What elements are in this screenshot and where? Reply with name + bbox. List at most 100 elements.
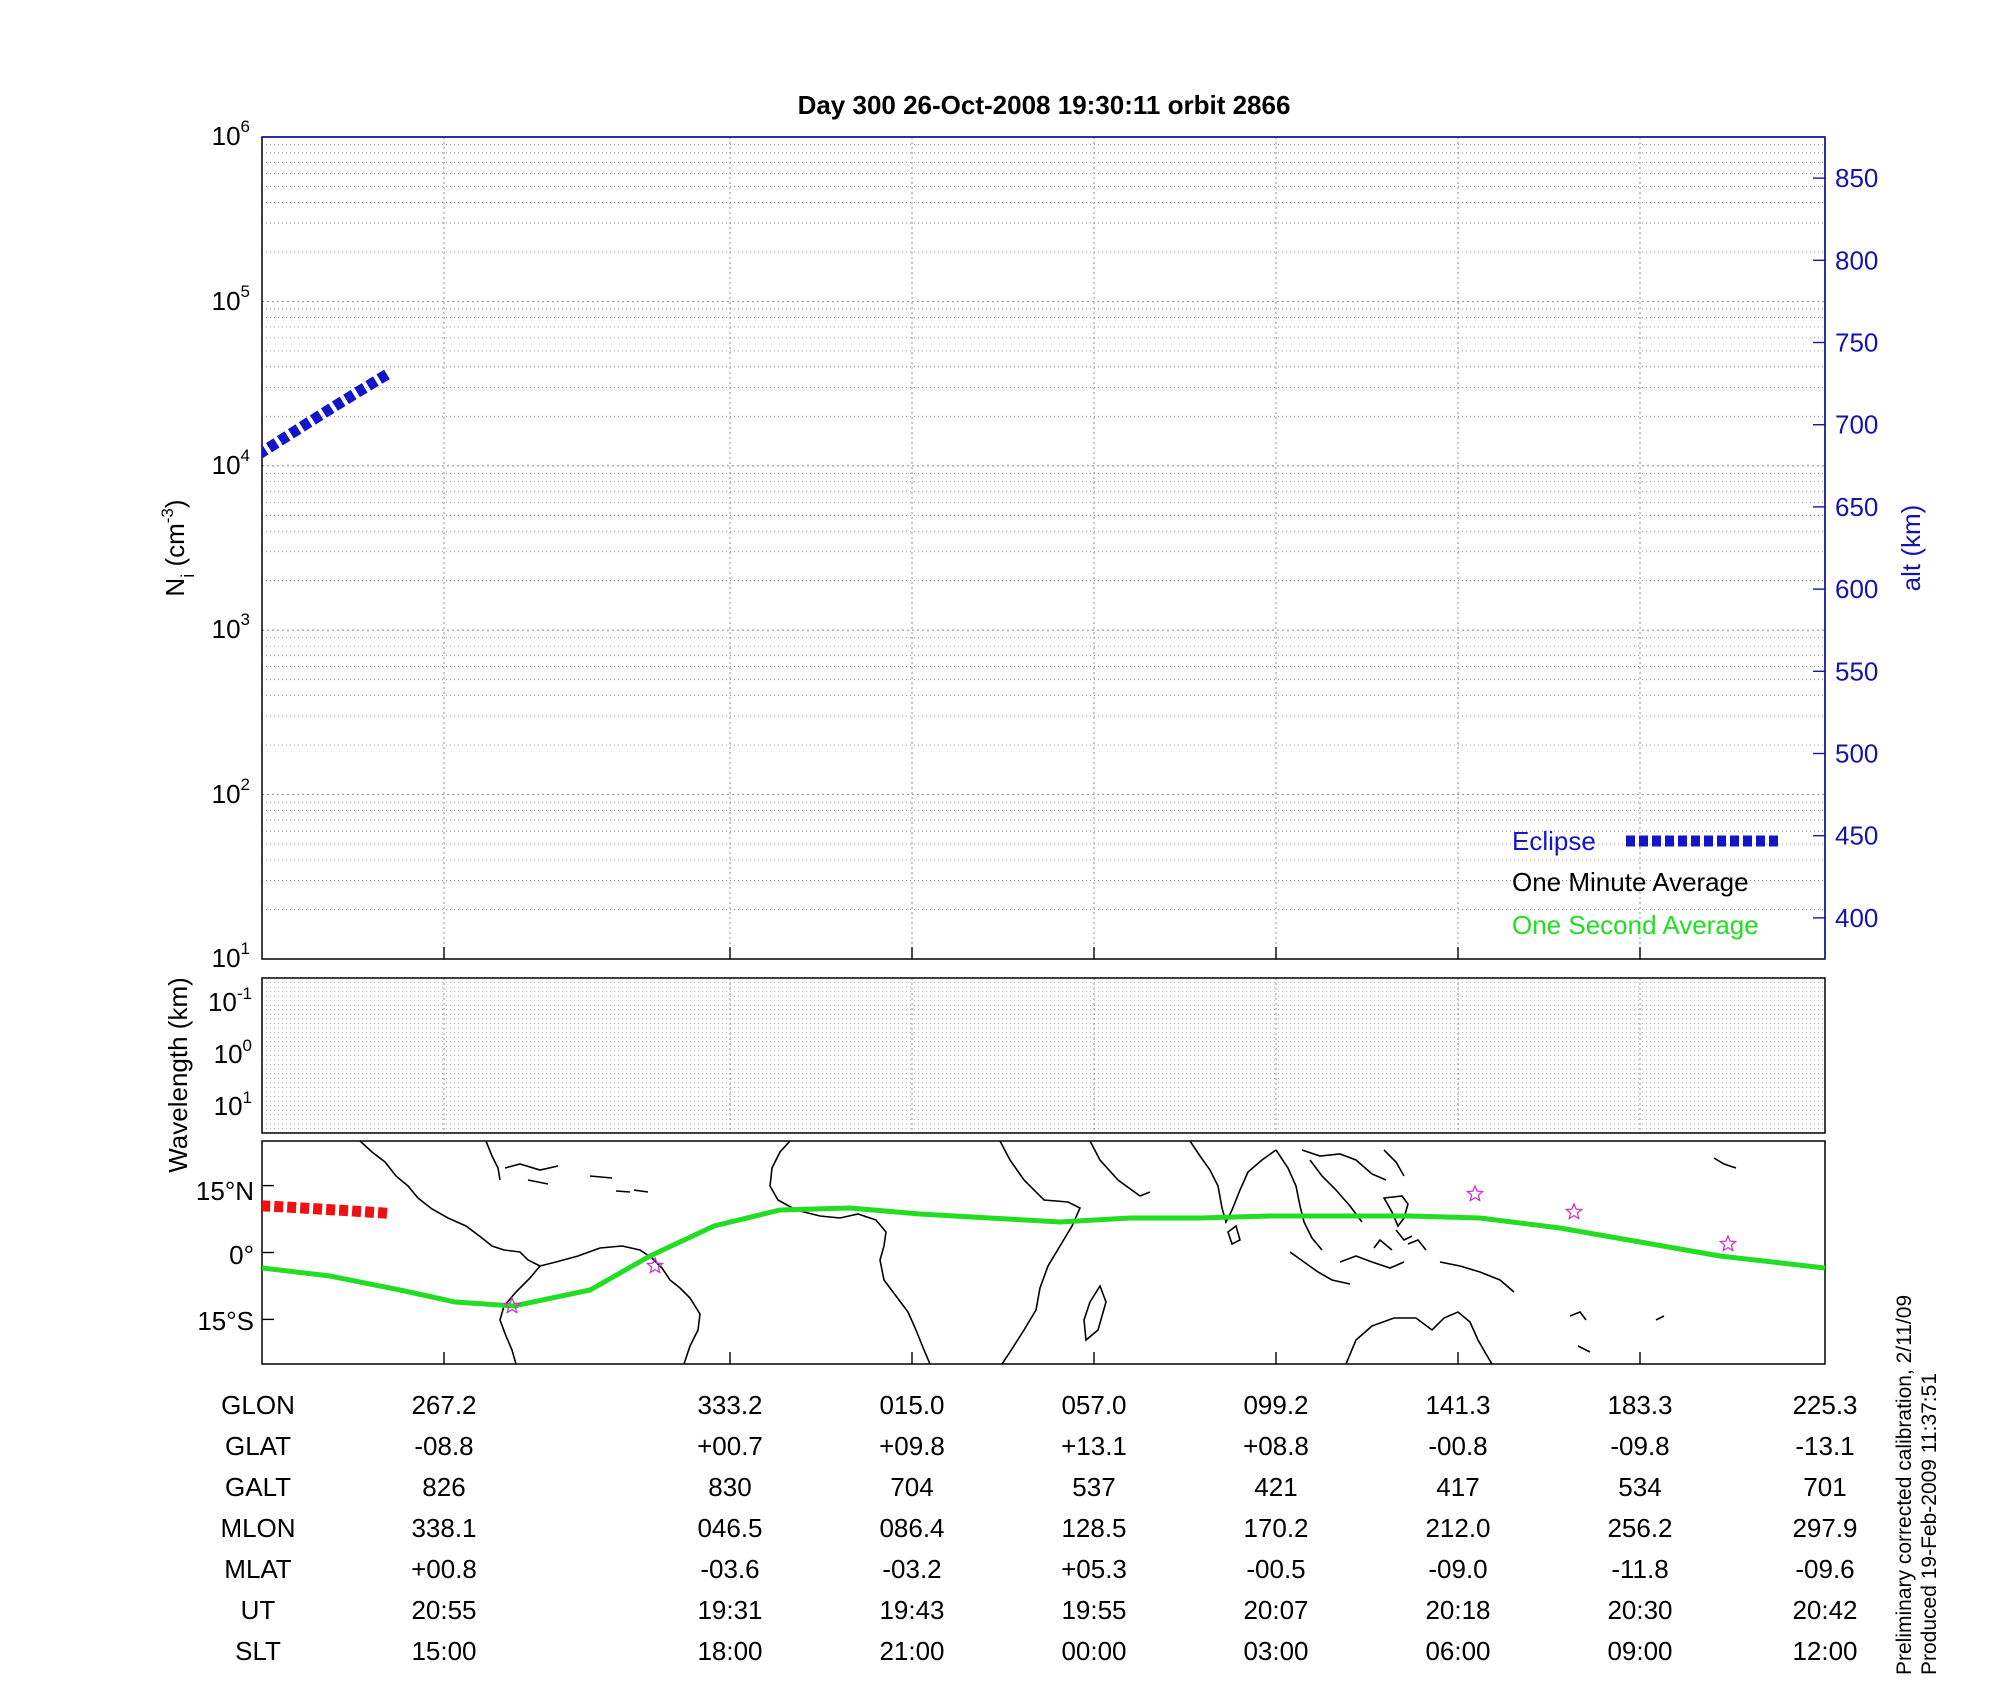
table-cell: +08.8 (1243, 1431, 1309, 1461)
table-cell: 21:00 (879, 1636, 944, 1666)
left-tick-1e1: 101 (212, 939, 250, 973)
table-cell: 256.2 (1607, 1513, 1672, 1543)
altitude-tick-label: 550 (1835, 656, 1878, 686)
table-cell: -00.8 (1428, 1431, 1487, 1461)
map-star-marker (1564, 1202, 1584, 1220)
table-row-label: MLON (220, 1513, 295, 1543)
wavelength-tick-1e1: 101 (214, 1088, 252, 1121)
altitude-axis-label: alt (km) (1896, 505, 1926, 592)
map-panel: 15°N 0° 15°S (196, 1140, 1826, 1365)
table-cell: -11.8 (1611, 1554, 1668, 1584)
table-cell: 537 (1072, 1472, 1115, 1502)
altitude-ticks: 850 800 750 700 650 600 550 500 450 400 (1813, 163, 1878, 933)
table-cell: 19:55 (1061, 1595, 1126, 1625)
map-panel-frame (261, 1140, 1826, 1365)
footer-calibration-note: Preliminary corrected calibration, 2/11/… (1893, 1295, 1916, 1675)
table-cell: 03:00 (1243, 1636, 1308, 1666)
coastline-florida (485, 1141, 501, 1181)
table-cell: +00.8 (411, 1554, 477, 1584)
map-star-marker (1718, 1234, 1738, 1252)
map-eclipse-segment (262, 1200, 388, 1219)
left-tick-1e3: 103 (212, 610, 250, 644)
left-tick-1e4: 104 (212, 446, 250, 480)
altitude-tick-label: 850 (1835, 163, 1878, 193)
table-cell: 046.5 (697, 1513, 762, 1543)
table-cell: -09.8 (1610, 1431, 1669, 1461)
altitude-tick-label: 700 (1835, 410, 1878, 440)
table-cell: 06:00 (1425, 1636, 1490, 1666)
altitude-tick-label: 650 (1835, 492, 1878, 522)
table-cell: 212.0 (1425, 1513, 1490, 1543)
table-cell: 09:00 (1607, 1636, 1672, 1666)
chart-title: Day 300 26-Oct-2008 19:30:11 orbit 2866 (798, 90, 1291, 120)
table-cell: 20:42 (1792, 1595, 1857, 1625)
map-markers (502, 1184, 1738, 1314)
table-cell: 170.2 (1243, 1513, 1308, 1543)
table-cell: 057.0 (1061, 1390, 1126, 1420)
density-grid (262, 137, 1825, 959)
table-cell: 19:31 (697, 1595, 762, 1625)
table-row-label: MLAT (224, 1554, 292, 1584)
table-cell: -03.2 (882, 1554, 941, 1584)
table-cell: 141.3 (1425, 1390, 1490, 1420)
orbit-table: GLON 267.2 333.2 015.0 057.0 099.2 141.3 183.3 2… (220, 1390, 1857, 1666)
legend-eclipse-label: Eclipse (1512, 826, 1596, 856)
table-cell: 267.2 (411, 1390, 476, 1420)
wavelength-ticks: 10-1 100 101 (208, 984, 252, 1121)
coastline-indonesia (1289, 1238, 1427, 1285)
map-tick-0: 0° (229, 1240, 254, 1270)
map-star-marker (1465, 1184, 1485, 1202)
table-cell: 15:00 (411, 1636, 476, 1666)
coastline-australia (1345, 1311, 1493, 1364)
density-panel: 106 105 104 103 102 101 Ni (cm-3) 850 800… (158, 117, 1926, 973)
coastline-arabia (1089, 1141, 1151, 1197)
legend: Eclipse One Minute Average One Second Av… (1512, 826, 1778, 940)
table-cell: -03.6 (700, 1554, 759, 1584)
eclipse-segment (262, 369, 390, 459)
coastline-south-america (499, 1245, 701, 1364)
coastline-india (1189, 1141, 1277, 1225)
coastline-madagascar (1083, 1284, 1107, 1342)
table-cell: 417 (1436, 1472, 1479, 1502)
coastline-islands (1569, 1157, 1737, 1353)
table-cell: 421 (1254, 1472, 1297, 1502)
coastlines (359, 1141, 1737, 1364)
left-tick-1e6: 106 (212, 117, 250, 151)
legend-one-second-label: One Second Average (1512, 910, 1759, 940)
left-ticks: 106 105 104 103 102 101 (212, 117, 250, 973)
table-cell: 534 (1618, 1472, 1661, 1502)
map-tick-15n: 15°N (196, 1176, 254, 1206)
table-cell: +09.8 (879, 1431, 945, 1461)
density-x-ticks (443, 947, 1641, 959)
density-axis-label: Ni (cm-3) (158, 499, 198, 596)
table-cell: 099.2 (1243, 1390, 1308, 1420)
map-tick-15s: 15°S (197, 1306, 254, 1336)
coastline-new-guinea (1439, 1261, 1515, 1293)
coastline-caribbean (504, 1163, 649, 1193)
table-row-label: UT (241, 1595, 276, 1625)
legend-one-minute-label: One Minute Average (1512, 867, 1749, 897)
table-cell: -09.0 (1428, 1554, 1487, 1584)
table-cell: 826 (422, 1472, 465, 1502)
table-cell: 225.3 (1792, 1390, 1857, 1420)
table-cell: 20:18 (1425, 1595, 1490, 1625)
table-row-label: GLAT (225, 1431, 291, 1461)
table-cell: 701 (1803, 1472, 1846, 1502)
wavelength-axis-label: Wavelength (km) (163, 977, 193, 1173)
altitude-tick-label: 750 (1835, 328, 1878, 358)
coastline-north-america (359, 1141, 541, 1267)
table-cell: +00.7 (697, 1431, 763, 1461)
table-cell: 830 (708, 1472, 751, 1502)
table-row-label: GLON (221, 1390, 295, 1420)
map-lat-ticks: 15°N 0° 15°S (196, 1176, 254, 1336)
table-cell: 086.4 (879, 1513, 944, 1543)
table-row-label: SLT (235, 1636, 281, 1666)
table-cell: 183.3 (1607, 1390, 1672, 1420)
table-cell: 128.5 (1061, 1513, 1126, 1543)
wavelength-panel-frame (261, 977, 1826, 1134)
table-cell: 20:30 (1607, 1595, 1672, 1625)
map-star-marker (645, 1256, 665, 1274)
coastline-sri-lanka (1227, 1224, 1241, 1246)
map-star-marker (502, 1296, 522, 1314)
footer-produced-date: Produced 19-Feb-2009 11:37:51 (1918, 1373, 1941, 1675)
